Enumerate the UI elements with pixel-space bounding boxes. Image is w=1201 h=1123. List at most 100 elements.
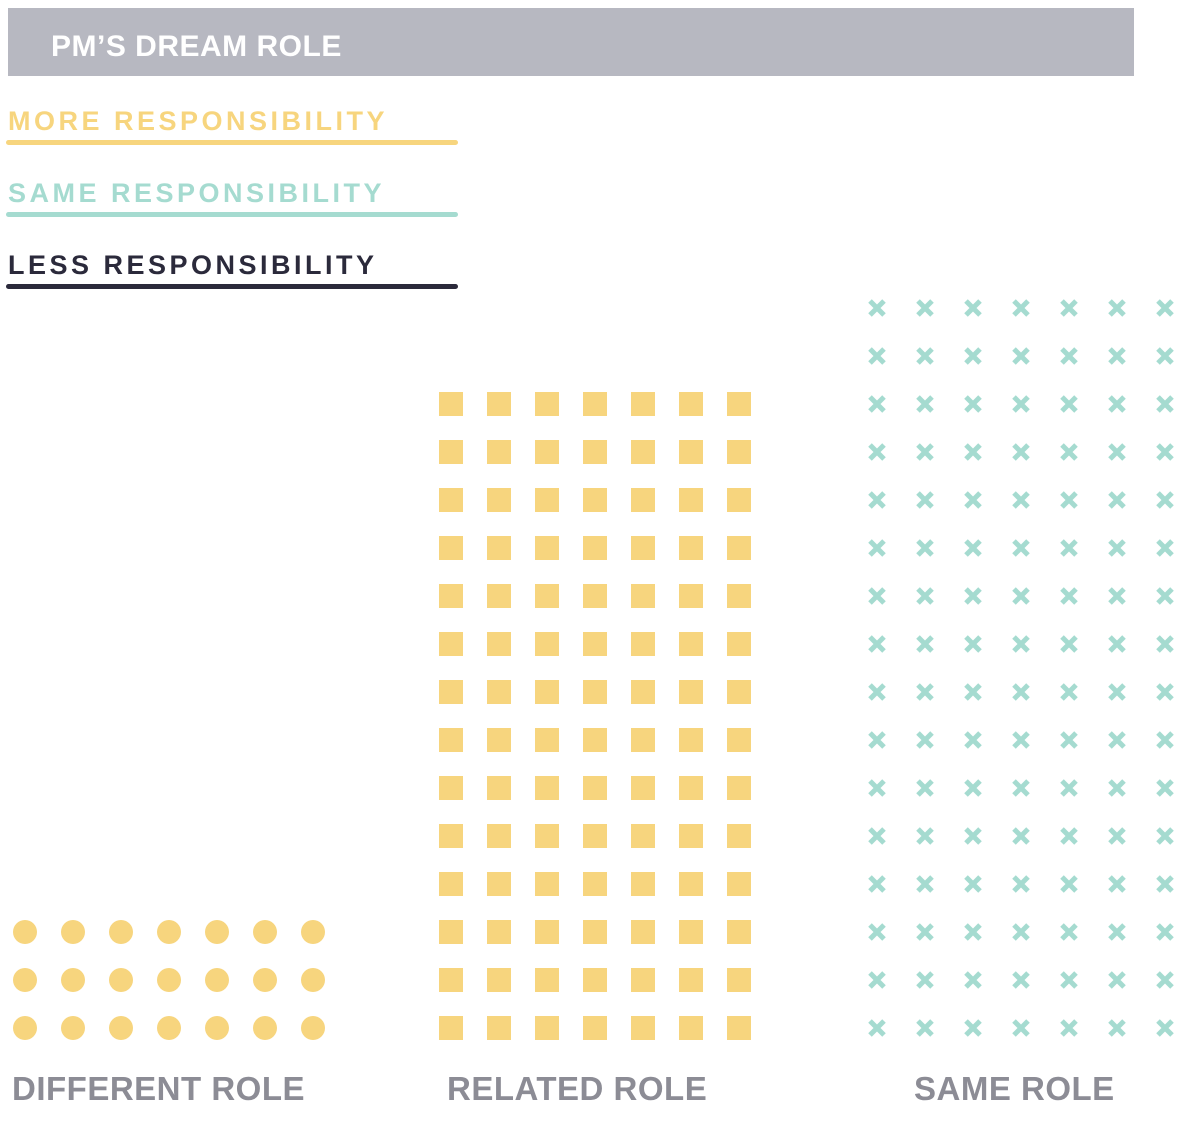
square-unit bbox=[583, 584, 607, 608]
square-unit bbox=[535, 920, 559, 944]
dot-unit bbox=[301, 920, 325, 944]
x-unit bbox=[868, 635, 886, 653]
x-unit bbox=[868, 443, 886, 461]
x-unit bbox=[964, 731, 982, 749]
square-unit bbox=[583, 776, 607, 800]
square-unit bbox=[487, 728, 511, 752]
dot-unit bbox=[205, 1016, 229, 1040]
square-unit bbox=[583, 872, 607, 896]
x-unit bbox=[1156, 395, 1174, 413]
legend-more-label: MORE RESPONSIBILITY bbox=[8, 106, 389, 136]
dot-unit bbox=[157, 920, 181, 944]
x-unit bbox=[964, 971, 982, 989]
x-unit bbox=[1060, 443, 1078, 461]
x-unit bbox=[1108, 971, 1126, 989]
x-unit bbox=[1012, 347, 1030, 365]
dot-unit bbox=[205, 920, 229, 944]
square-unit bbox=[583, 488, 607, 512]
x-unit bbox=[1060, 731, 1078, 749]
square-unit bbox=[487, 488, 511, 512]
x-unit bbox=[868, 491, 886, 509]
x-unit bbox=[964, 539, 982, 557]
x-unit bbox=[1156, 491, 1174, 509]
square-unit bbox=[631, 1016, 655, 1040]
square-unit bbox=[439, 440, 463, 464]
square-unit bbox=[679, 536, 703, 560]
legend-more-line bbox=[6, 140, 458, 145]
square-unit bbox=[727, 488, 751, 512]
x-unit bbox=[964, 635, 982, 653]
dot-unit bbox=[109, 968, 133, 992]
square-unit bbox=[583, 536, 607, 560]
square-unit bbox=[487, 536, 511, 560]
x-unit bbox=[1108, 731, 1126, 749]
x-unit bbox=[868, 1019, 886, 1037]
dot-unit bbox=[253, 920, 277, 944]
x-unit bbox=[1012, 827, 1030, 845]
square-unit bbox=[487, 920, 511, 944]
square-unit bbox=[679, 584, 703, 608]
x-unit bbox=[916, 443, 934, 461]
x-unit bbox=[1156, 827, 1174, 845]
x-unit bbox=[1108, 587, 1126, 605]
x-unit bbox=[1108, 683, 1126, 701]
x-unit bbox=[916, 1019, 934, 1037]
x-unit bbox=[1060, 635, 1078, 653]
x-unit bbox=[868, 827, 886, 845]
square-unit bbox=[679, 680, 703, 704]
square-unit bbox=[439, 872, 463, 896]
x-unit bbox=[964, 923, 982, 941]
dot-unit bbox=[301, 1016, 325, 1040]
x-unit bbox=[1012, 443, 1030, 461]
square-unit bbox=[679, 632, 703, 656]
x-unit bbox=[1108, 539, 1126, 557]
x-unit bbox=[1156, 1019, 1174, 1037]
square-unit bbox=[535, 536, 559, 560]
square-unit bbox=[631, 920, 655, 944]
x-unit bbox=[1060, 347, 1078, 365]
x-unit bbox=[1156, 875, 1174, 893]
square-unit bbox=[487, 680, 511, 704]
x-unit bbox=[1012, 299, 1030, 317]
square-unit bbox=[727, 872, 751, 896]
square-unit bbox=[631, 584, 655, 608]
square-unit bbox=[583, 968, 607, 992]
x-unit bbox=[916, 683, 934, 701]
legend-less: LESS RESPONSIBILITY bbox=[6, 250, 460, 289]
x-unit bbox=[1012, 491, 1030, 509]
x-unit bbox=[964, 347, 982, 365]
square-unit bbox=[487, 584, 511, 608]
x-unit bbox=[1156, 635, 1174, 653]
square-unit bbox=[679, 392, 703, 416]
square-unit bbox=[583, 680, 607, 704]
square-unit bbox=[487, 632, 511, 656]
x-unit bbox=[916, 395, 934, 413]
x-unit bbox=[916, 491, 934, 509]
square-unit bbox=[439, 392, 463, 416]
x-unit bbox=[1108, 635, 1126, 653]
square-unit bbox=[487, 872, 511, 896]
square-unit bbox=[535, 1016, 559, 1040]
square-unit bbox=[631, 536, 655, 560]
x-unit bbox=[1060, 395, 1078, 413]
square-unit bbox=[535, 968, 559, 992]
square-unit bbox=[679, 872, 703, 896]
x-unit bbox=[964, 875, 982, 893]
legend-less-label: LESS RESPONSIBILITY bbox=[8, 250, 378, 280]
dot-unit bbox=[253, 968, 277, 992]
x-unit bbox=[916, 731, 934, 749]
square-unit bbox=[535, 776, 559, 800]
x-unit bbox=[964, 1019, 982, 1037]
dot-unit bbox=[61, 1016, 85, 1040]
square-unit bbox=[535, 872, 559, 896]
square-unit bbox=[727, 920, 751, 944]
square-unit bbox=[631, 392, 655, 416]
group-related-role bbox=[439, 392, 751, 1040]
x-unit bbox=[1108, 443, 1126, 461]
x-unit bbox=[1060, 923, 1078, 941]
x-unit bbox=[916, 875, 934, 893]
square-unit bbox=[583, 1016, 607, 1040]
square-unit bbox=[631, 728, 655, 752]
square-unit bbox=[535, 680, 559, 704]
